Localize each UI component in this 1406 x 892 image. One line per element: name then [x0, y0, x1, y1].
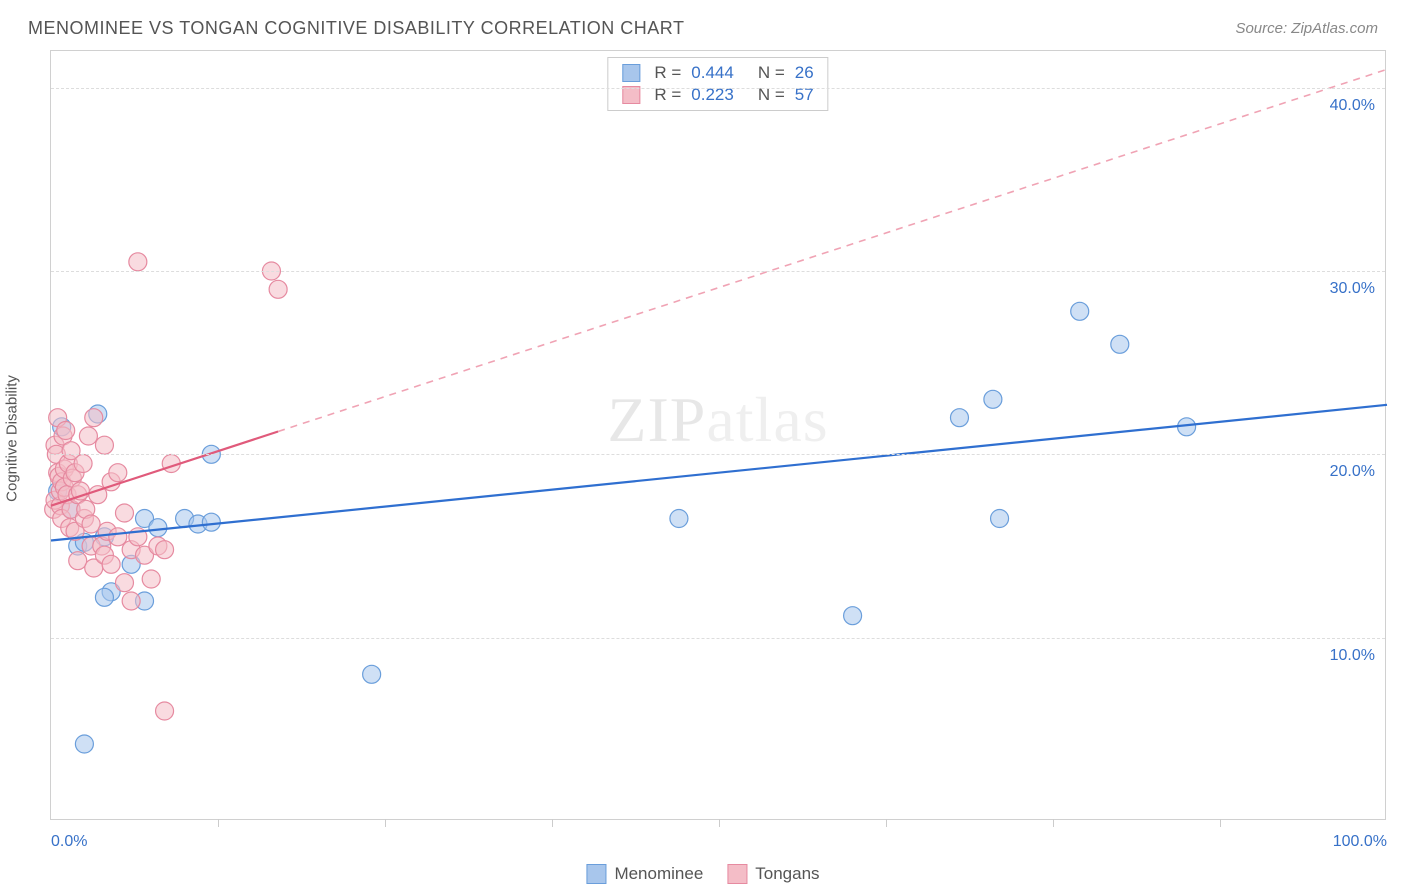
stats-n-value: 26 [795, 63, 814, 83]
stats-legend-box: R =0.444N =26R =0.223N =57 [607, 57, 828, 111]
y-axis-label: Cognitive Disability [4, 375, 21, 502]
stats-r-value: 0.444 [691, 63, 734, 83]
legend-swatch-icon [727, 864, 747, 884]
x-tick [1220, 819, 1221, 827]
scatter-svg [51, 51, 1385, 819]
tongans-point [57, 422, 75, 440]
grid-line [51, 271, 1385, 272]
stats-n-label: N = [758, 63, 785, 83]
menominee-point [1111, 335, 1129, 353]
legend-label: Tongans [755, 864, 819, 884]
tongans-point [69, 552, 87, 570]
x-tick [1053, 819, 1054, 827]
menominee-point [95, 588, 113, 606]
menominee-point [950, 409, 968, 427]
y-tick-label: 20.0% [1330, 463, 1375, 481]
y-tick-label: 30.0% [1330, 280, 1375, 298]
tongans-point [109, 528, 127, 546]
tongans-point [115, 504, 133, 522]
x-tick-label: 100.0% [1333, 833, 1387, 851]
x-tick [719, 819, 720, 827]
tongans-point [82, 515, 100, 533]
tongans-point [102, 555, 120, 573]
chart-plot-area: ZIPatlas R =0.444N =26R =0.223N =57 10.0… [50, 50, 1386, 820]
tongans-point [85, 409, 103, 427]
menominee-point [149, 519, 167, 537]
x-axis-legend: Menominee Tongans [586, 864, 819, 884]
tongans-point [79, 427, 97, 445]
chart-source: Source: ZipAtlas.com [1235, 20, 1378, 37]
grid-line [51, 638, 1385, 639]
y-tick-label: 40.0% [1330, 97, 1375, 115]
stats-r-label: R = [654, 63, 681, 83]
legend-swatch-icon [586, 864, 606, 884]
x-tick [552, 819, 553, 827]
tongans-trendline-extrapolated [278, 69, 1387, 431]
menominee-point [75, 735, 93, 753]
menominee-point [363, 665, 381, 683]
legend-item-tongans: Tongans [727, 864, 819, 884]
menominee-swatch-icon [622, 64, 640, 82]
menominee-point [984, 390, 1002, 408]
menominee-point [670, 510, 688, 528]
tongans-point [269, 280, 287, 298]
menominee-point [1071, 302, 1089, 320]
x-tick [385, 819, 386, 827]
grid-line [51, 454, 1385, 455]
menominee-point [202, 513, 220, 531]
legend-item-menominee: Menominee [586, 864, 703, 884]
stats-row-menominee: R = 0.444 N = 26 [622, 62, 813, 84]
x-tick [886, 819, 887, 827]
tongans-point [156, 541, 174, 559]
chart-title: MENOMINEE VS TONGAN COGNITIVE DISABILITY… [28, 18, 684, 39]
tongans-point [156, 702, 174, 720]
tongans-swatch-icon [622, 86, 640, 104]
tongans-point [95, 436, 113, 454]
tongans-point [74, 455, 92, 473]
x-tick-label: 0.0% [51, 833, 87, 851]
tongans-point [122, 592, 140, 610]
tongans-point [109, 464, 127, 482]
menominee-point [991, 510, 1009, 528]
tongans-point [115, 574, 133, 592]
grid-line [51, 88, 1385, 89]
tongans-point [142, 570, 160, 588]
chart-header: MENOMINEE VS TONGAN COGNITIVE DISABILITY… [0, 0, 1406, 47]
y-tick-label: 10.0% [1330, 647, 1375, 665]
tongans-point [129, 253, 147, 271]
x-tick [218, 819, 219, 827]
legend-label: Menominee [614, 864, 703, 884]
menominee-trendline [51, 405, 1387, 541]
menominee-point [844, 607, 862, 625]
